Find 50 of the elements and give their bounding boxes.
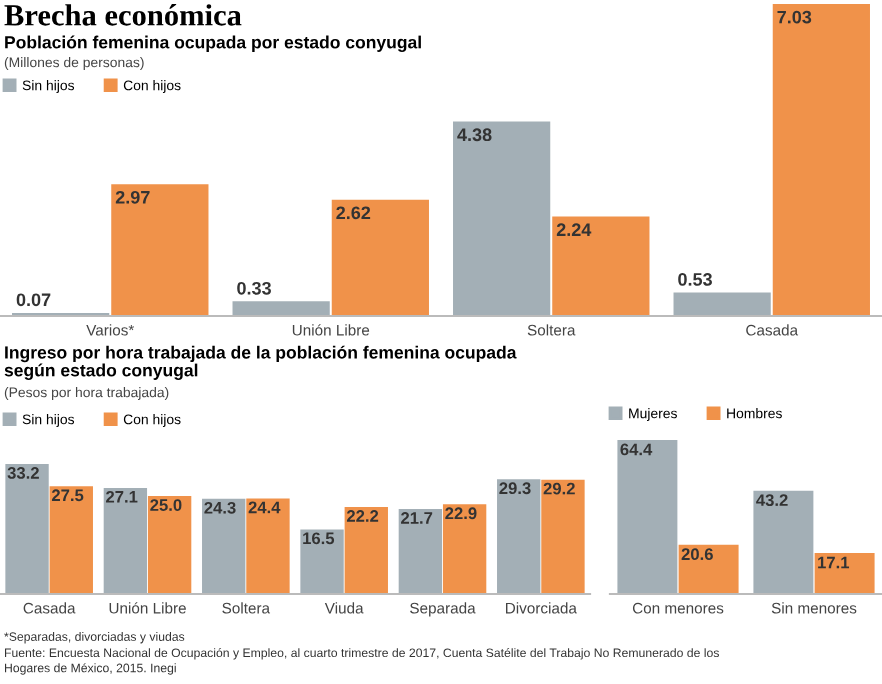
data-label: 25.0 — [150, 499, 182, 511]
bar — [232, 301, 330, 316]
data-label: 20.6 — [681, 548, 713, 561]
data-label: 29.3 — [499, 482, 531, 495]
bar — [617, 440, 678, 594]
bar — [442, 504, 487, 594]
bar — [111, 184, 209, 316]
data-label: 4.38 — [457, 128, 492, 142]
bar — [453, 121, 551, 316]
bar — [344, 507, 388, 594]
bar — [202, 498, 246, 594]
bar — [673, 292, 771, 316]
data-label: 21.7 — [401, 512, 433, 524]
bar — [300, 529, 344, 594]
bar — [753, 490, 814, 594]
data-label: 2.24 — [556, 223, 592, 236]
data-label: 24.4 — [248, 501, 281, 514]
data-label: 2.62 — [336, 206, 371, 220]
data-label: 0.53 — [678, 273, 712, 286]
text: Población femenina ocupada por estado conyugal — [5, 35, 421, 52]
bar — [49, 486, 93, 594]
data-label: 24.3 — [204, 501, 236, 514]
bar — [678, 544, 739, 594]
data-label: 7.03 — [777, 10, 812, 24]
bar — [398, 509, 443, 594]
bar — [147, 496, 192, 594]
bar — [552, 216, 650, 316]
bar — [814, 553, 875, 594]
bar — [541, 479, 585, 594]
data-label: 29.2 — [543, 482, 575, 495]
chart-subtitle: Ingreso por hora trabajada de la población femenina ocupada según estado conyugal — [4, 345, 517, 380]
data-label: 33.2 — [7, 467, 39, 479]
data-label: 64.4 — [620, 443, 653, 456]
bar — [246, 498, 290, 594]
data-label: 2.97 — [115, 190, 150, 204]
data-label: 0.33 — [237, 281, 271, 295]
data-label: 27.1 — [106, 490, 138, 503]
data-label: 0.07 — [16, 293, 51, 307]
bar — [497, 479, 541, 594]
data-label: 43.2 — [756, 494, 788, 507]
bar — [331, 199, 429, 316]
bar — [5, 464, 49, 594]
data-label: 27.5 — [51, 489, 84, 502]
bar — [772, 4, 870, 316]
data-label: 16.5 — [303, 532, 335, 545]
chart-title: Brecha económica — [4, 4, 242, 26]
data-label: 22.9 — [445, 507, 477, 520]
bar — [103, 487, 148, 594]
data-label: 17.1 — [818, 556, 850, 569]
data-label: 22.2 — [346, 510, 379, 522]
